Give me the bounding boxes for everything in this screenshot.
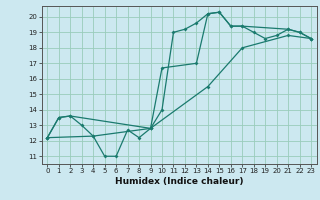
X-axis label: Humidex (Indice chaleur): Humidex (Indice chaleur)	[115, 177, 244, 186]
